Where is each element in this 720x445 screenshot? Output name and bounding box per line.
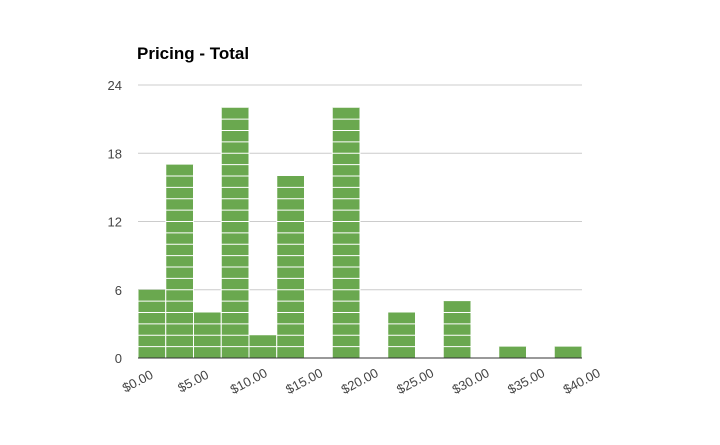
bar-2.5: [165, 164, 194, 358]
x-tick-label: $30.00: [450, 365, 492, 397]
x-axis: $0.00 $5.00 $10.00 $15.00 $20.00 $25.00 $30.00…: [120, 357, 603, 397]
y-tick-label: 0: [115, 351, 122, 366]
y-tick-label: 24: [108, 78, 122, 93]
bar-fill: [165, 164, 194, 358]
bar-22.5: [387, 312, 416, 358]
bar-fill: [498, 346, 527, 358]
y-tick-label: 12: [108, 215, 122, 230]
chart-title: Pricing - Total: [137, 44, 249, 63]
x-tick-label: $10.00: [228, 365, 270, 397]
y-tick-label: 18: [108, 146, 122, 161]
bar-5: [193, 312, 222, 358]
x-tick-label: $25.00: [394, 365, 436, 397]
y-tick-label: 6: [115, 283, 122, 298]
x-tick-label: $5.00: [175, 367, 211, 396]
bar-27.5: [442, 301, 472, 358]
x-tick-label: $15.00: [283, 365, 325, 397]
bar-fill: [443, 301, 471, 358]
x-tick-label: $35.00: [505, 365, 547, 397]
bar-fill: [554, 346, 582, 358]
x-tick-label: $20.00: [339, 365, 381, 397]
bar-0: [137, 289, 167, 358]
bar-10: [248, 335, 278, 358]
bar-37.5: [553, 346, 583, 358]
bars: [137, 107, 583, 358]
y-axis: 0 6 12 18 24: [108, 78, 122, 366]
bar-12.5: [276, 176, 305, 358]
bar-17.5: [331, 107, 361, 358]
bar-7.5: [220, 107, 250, 358]
x-tick-label: $40.00: [561, 365, 603, 397]
x-tick-label: $0.00: [120, 367, 156, 396]
bar-32.5: [498, 346, 527, 358]
